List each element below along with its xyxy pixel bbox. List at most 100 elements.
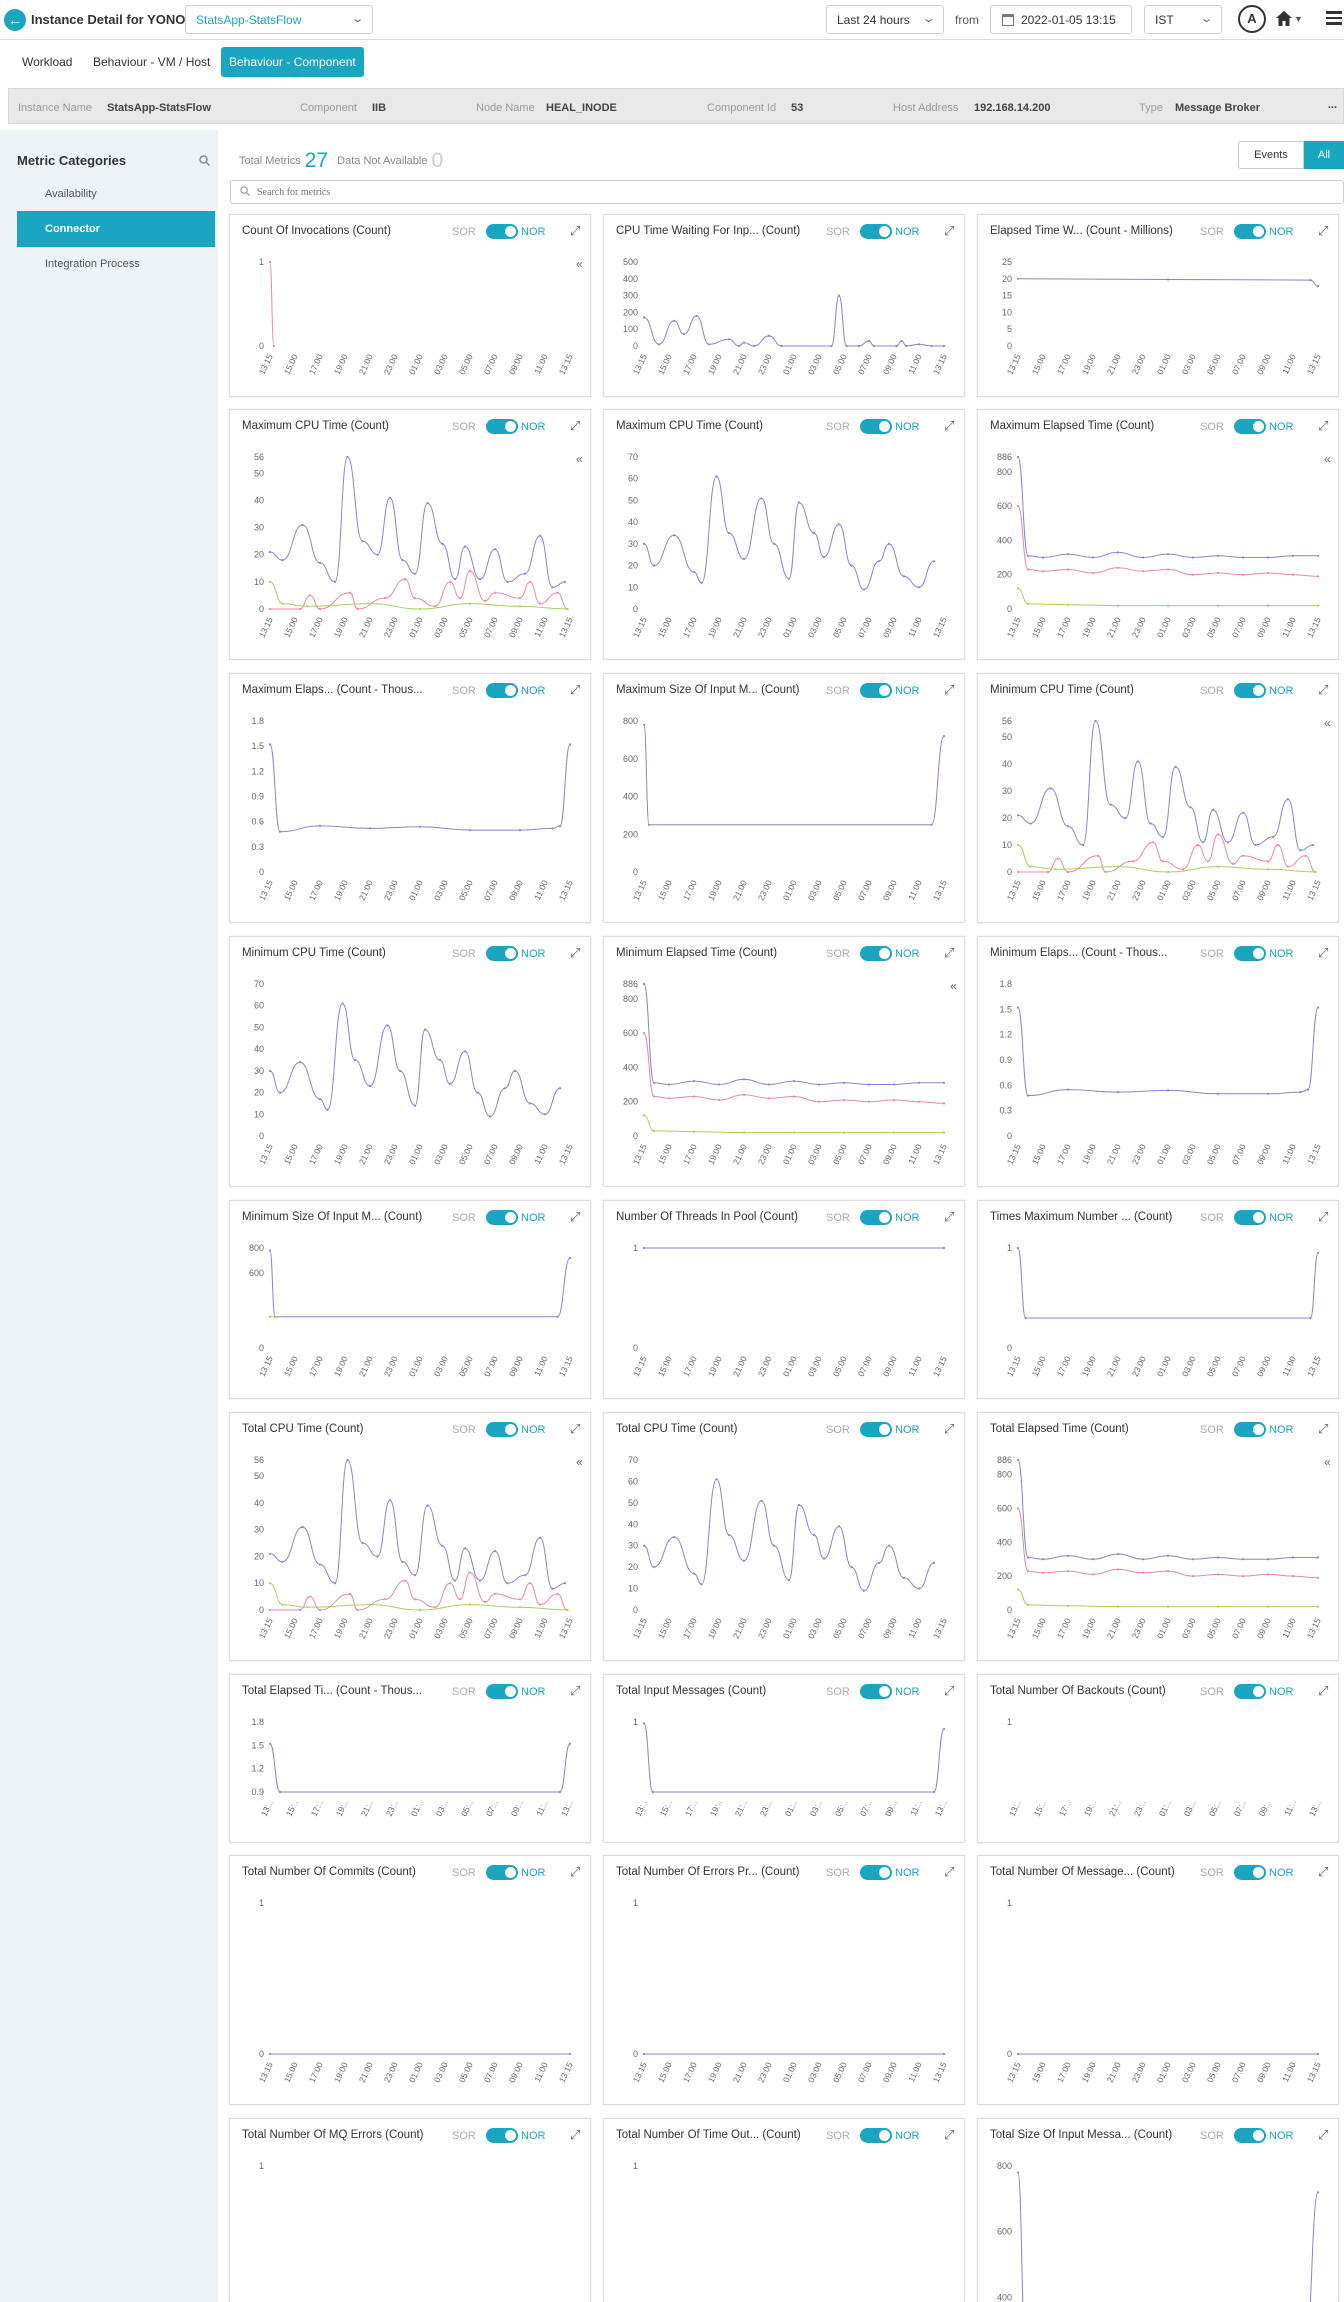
data-point[interactable]	[1216, 1092, 1220, 1095]
data-point[interactable]	[383, 1598, 387, 1601]
data-point[interactable]	[1191, 1575, 1195, 1578]
arrow-left-icon[interactable]: ←	[4, 9, 26, 31]
data-point[interactable]	[700, 581, 703, 584]
data-point[interactable]	[281, 602, 284, 605]
data-point[interactable]	[438, 1058, 442, 1062]
sor-nor-toggle[interactable]	[860, 683, 892, 698]
data-point[interactable]	[281, 559, 284, 562]
sor-nor-toggle[interactable]	[1234, 683, 1266, 698]
data-point[interactable]	[642, 316, 646, 319]
expand-icon[interactable]: ⤢	[570, 2127, 581, 2142]
data-point[interactable]	[1041, 1558, 1045, 1561]
data-point[interactable]	[268, 260, 272, 264]
data-point[interactable]	[513, 1069, 517, 1072]
data-point[interactable]	[1049, 787, 1052, 790]
data-point[interactable]	[1016, 1006, 1020, 1009]
data-point[interactable]	[348, 1592, 352, 1595]
data-point[interactable]	[426, 502, 429, 505]
data-point[interactable]	[1314, 870, 1317, 874]
sor-nor-toggle[interactable]	[1234, 1684, 1266, 1699]
data-point[interactable]	[1271, 835, 1275, 838]
series-line-3[interactable]	[1017, 844, 1316, 873]
data-point[interactable]	[268, 580, 272, 583]
data-point[interactable]	[1066, 870, 1070, 874]
data-point[interactable]	[822, 555, 826, 558]
data-point[interactable]	[1316, 2052, 1320, 2056]
data-point[interactable]	[1091, 1558, 1095, 1561]
data-point[interactable]	[657, 343, 661, 346]
data-point[interactable]	[1026, 1603, 1030, 1606]
series-line-3[interactable]	[269, 581, 568, 610]
data-point[interactable]	[1016, 1507, 1020, 1510]
expand-icon[interactable]: ⤢	[1318, 2127, 1329, 2142]
data-point[interactable]	[1316, 1006, 1320, 1009]
data-point[interactable]	[483, 599, 487, 602]
data-point[interactable]	[426, 1504, 429, 1507]
expand-icon[interactable]: ⤢	[944, 682, 955, 697]
collapse-legend-icon[interactable]: «	[576, 452, 583, 466]
data-point[interactable]	[742, 1131, 746, 1134]
data-point[interactable]	[528, 1102, 532, 1105]
data-point[interactable]	[518, 1598, 522, 1601]
data-point[interactable]	[318, 1608, 322, 1612]
data-point[interactable]	[1029, 865, 1032, 868]
data-point[interactable]	[727, 338, 731, 341]
data-point[interactable]	[1316, 2191, 1320, 2194]
data-point[interactable]	[1166, 1554, 1170, 1557]
data-point[interactable]	[812, 1533, 816, 1537]
data-point[interactable]	[368, 827, 372, 830]
data-point[interactable]	[1091, 556, 1095, 559]
date-picker[interactable]: 2022-01-05 13:15	[990, 5, 1132, 34]
data-point[interactable]	[642, 2052, 646, 2056]
data-point[interactable]	[672, 319, 676, 322]
all-button[interactable]: All	[1304, 141, 1344, 169]
collapse-legend-icon[interactable]: «	[576, 257, 583, 271]
data-point[interactable]	[458, 597, 462, 600]
sidebar-item-connector[interactable]: Connector	[17, 211, 215, 247]
collapse-legend-icon[interactable]: «	[950, 979, 957, 993]
data-point[interactable]	[1104, 870, 1107, 874]
data-point[interactable]	[642, 542, 646, 545]
data-point[interactable]	[812, 531, 816, 535]
data-point[interactable]	[877, 560, 881, 563]
data-point[interactable]	[1181, 868, 1185, 871]
data-point[interactable]	[792, 1131, 796, 1134]
data-point[interactable]	[506, 1582, 509, 1585]
data-point[interactable]	[268, 1069, 272, 1072]
data-point[interactable]	[413, 1104, 417, 1107]
data-point[interactable]	[1266, 571, 1270, 575]
data-point[interactable]	[1216, 1556, 1220, 1559]
data-point[interactable]	[917, 586, 921, 589]
data-point[interactable]	[1081, 843, 1085, 847]
data-point[interactable]	[900, 339, 903, 343]
data-point[interactable]	[433, 605, 437, 608]
data-point[interactable]	[383, 597, 387, 600]
data-point[interactable]	[1026, 1094, 1030, 1097]
data-point[interactable]	[1266, 1605, 1270, 1608]
expand-icon[interactable]: ⤢	[570, 223, 581, 238]
data-point[interactable]	[652, 564, 656, 567]
data-point[interactable]	[942, 2052, 946, 2056]
data-point[interactable]	[1016, 587, 1020, 590]
data-point[interactable]	[1291, 573, 1295, 576]
data-point[interactable]	[441, 1544, 444, 1547]
data-point[interactable]	[652, 1095, 656, 1098]
series-line-1[interactable]	[1017, 1007, 1319, 1097]
data-point[interactable]	[566, 607, 569, 611]
sor-nor-toggle[interactable]	[486, 419, 518, 434]
data-point[interactable]	[1161, 835, 1165, 838]
data-point[interactable]	[1066, 1554, 1070, 1557]
data-point[interactable]	[376, 1555, 379, 1558]
sor-nor-toggle[interactable]	[860, 946, 892, 961]
data-point[interactable]	[1161, 860, 1165, 863]
data-point[interactable]	[423, 1028, 427, 1031]
expand-icon[interactable]: ⤢	[1318, 223, 1329, 238]
expand-icon[interactable]: ⤢	[1318, 1209, 1329, 1224]
data-point[interactable]	[767, 1083, 771, 1086]
data-point[interactable]	[318, 824, 322, 827]
data-point[interactable]	[742, 1559, 746, 1562]
data-point[interactable]	[692, 571, 696, 574]
data-point[interactable]	[727, 531, 731, 535]
data-point[interactable]	[1241, 1575, 1245, 1578]
series-line-1[interactable]	[643, 1722, 945, 1793]
